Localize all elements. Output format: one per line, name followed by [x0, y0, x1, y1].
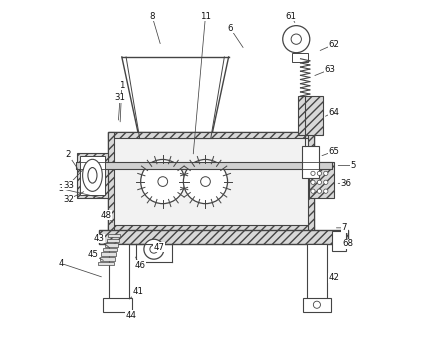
Text: 68: 68	[342, 239, 354, 248]
Bar	[292, 53, 307, 62]
Circle shape	[201, 177, 210, 187]
Text: 7: 7	[342, 223, 347, 232]
Text: 6: 6	[228, 24, 233, 33]
Text: 5: 5	[350, 161, 356, 170]
Circle shape	[324, 189, 328, 193]
Circle shape	[291, 34, 301, 44]
Text: 32: 32	[63, 195, 74, 204]
Circle shape	[324, 171, 328, 176]
Text: 44: 44	[125, 310, 136, 320]
Text: 11: 11	[200, 11, 211, 21]
Text: 46: 46	[134, 261, 145, 270]
Bar	[307, 132, 314, 231]
Bar	[80, 156, 105, 195]
Circle shape	[283, 26, 310, 53]
Bar	[108, 132, 314, 231]
Text: 8: 8	[149, 11, 155, 21]
Ellipse shape	[82, 159, 102, 192]
Bar	[303, 298, 331, 312]
Text: 31: 31	[115, 93, 125, 103]
Bar	[107, 239, 119, 242]
Circle shape	[317, 189, 322, 193]
Circle shape	[313, 301, 320, 308]
Text: 63: 63	[325, 65, 336, 74]
Text: 36: 36	[341, 179, 352, 188]
Text: 62: 62	[328, 40, 339, 49]
Bar	[101, 252, 116, 256]
Bar	[78, 153, 108, 198]
Circle shape	[324, 180, 328, 184]
Bar	[108, 132, 314, 138]
Bar	[109, 244, 129, 299]
Text: 64: 64	[328, 108, 339, 117]
Bar	[100, 257, 115, 261]
Circle shape	[150, 245, 158, 253]
Text: 3: 3	[58, 184, 64, 193]
Bar	[103, 248, 117, 251]
Bar	[105, 243, 118, 247]
Bar	[108, 225, 314, 231]
Bar	[99, 230, 348, 244]
Text: 47: 47	[154, 243, 165, 252]
Circle shape	[158, 177, 167, 187]
Bar	[98, 262, 114, 265]
Circle shape	[317, 180, 322, 184]
Text: 42: 42	[328, 273, 339, 282]
Ellipse shape	[88, 168, 97, 183]
Circle shape	[144, 239, 164, 259]
Bar	[138, 132, 213, 138]
Text: 33: 33	[63, 180, 74, 190]
Bar	[309, 162, 334, 198]
Text: 61: 61	[285, 11, 296, 21]
Bar	[76, 162, 332, 169]
Text: 41: 41	[132, 287, 144, 297]
Text: 1: 1	[119, 81, 124, 90]
Bar	[307, 244, 326, 299]
Text: 4: 4	[58, 259, 64, 268]
Circle shape	[141, 159, 185, 204]
Bar	[108, 132, 114, 231]
Text: 45: 45	[87, 250, 98, 259]
Bar	[109, 234, 120, 237]
Text: 43: 43	[93, 234, 104, 243]
Circle shape	[183, 159, 228, 204]
Bar	[103, 298, 132, 312]
Circle shape	[311, 180, 315, 184]
Bar	[302, 146, 319, 178]
Circle shape	[317, 171, 322, 176]
Bar	[332, 231, 346, 251]
Circle shape	[311, 171, 315, 176]
Bar	[298, 96, 323, 135]
Circle shape	[311, 189, 315, 193]
Text: 48: 48	[100, 211, 111, 220]
Text: 65: 65	[328, 147, 339, 156]
Text: 2: 2	[66, 150, 71, 159]
